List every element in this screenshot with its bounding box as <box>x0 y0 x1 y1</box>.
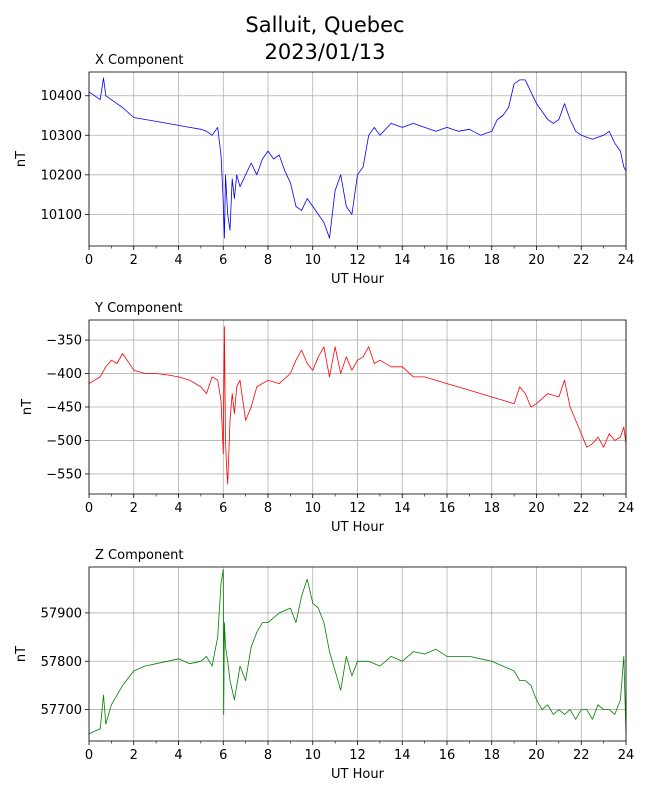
y-x-tick-label: 18 <box>483 501 500 516</box>
x-x-tick-label: 22 <box>573 253 590 268</box>
z-x-tick-label: 6 <box>219 748 227 763</box>
x-x-tick-label: 16 <box>439 253 456 268</box>
z-x-tick-label: 0 <box>85 748 93 763</box>
z-panel-title: Z Component <box>95 548 184 563</box>
z-y-axis-label: nT <box>14 646 29 662</box>
x-component-panel: 0 2 4 6 8 10 12 14 16 18 20 22 241010010200103001040… <box>14 53 634 287</box>
y-y-tick-label: −400 <box>46 367 82 382</box>
y-x-tick-label: 0 <box>85 501 93 516</box>
x-x-tick-label: 0 <box>85 253 93 268</box>
z-y-tick-label: 57900 <box>41 606 82 621</box>
y-y-axis-label: nT <box>20 399 35 415</box>
z-x-tick-label: 18 <box>483 748 500 763</box>
x-x-tick-label: 10 <box>304 253 321 268</box>
z-x-tick-label: 4 <box>174 748 182 763</box>
z-y-tick-label: 57700 <box>41 703 82 718</box>
y-x-tick-label: 24 <box>618 501 635 516</box>
z-series-line <box>88 569 627 735</box>
z-x-tick-label: 2 <box>130 748 138 763</box>
x-x-tick-label: 12 <box>349 253 366 268</box>
x-x-axis-label: UT Hour <box>331 272 385 287</box>
x-series-line <box>88 77 627 239</box>
x-x-tick-label: 14 <box>394 253 411 268</box>
y-x-tick-label: 10 <box>304 501 321 516</box>
y-x-tick-label: 12 <box>349 501 366 516</box>
x-y-tick-label: 10200 <box>41 168 82 183</box>
z-y-tick-label: 57800 <box>41 655 82 670</box>
y-x-tick-label: 2 <box>130 501 138 516</box>
x-x-tick-label: 4 <box>174 253 182 268</box>
z-x-tick-label: 12 <box>349 748 366 763</box>
y-x-tick-label: 4 <box>174 501 182 516</box>
y-series-line <box>88 326 627 485</box>
z-x-tick-label: 16 <box>439 748 456 763</box>
x-x-tick-label: 8 <box>264 253 272 268</box>
y-component-panel: 0 2 4 6 8 10 12 14 16 18 20 22 24−350−400−450−500−55… <box>20 301 634 535</box>
y-y-tick-label: −350 <box>46 334 82 349</box>
z-x-tick-label: 22 <box>573 748 590 763</box>
z-x-tick-label: 20 <box>528 748 545 763</box>
x-y-tick-label: 10300 <box>41 129 82 144</box>
y-panel-title: Y Component <box>94 301 183 316</box>
y-y-tick-label: −550 <box>46 467 82 482</box>
x-x-tick-label: 20 <box>528 253 545 268</box>
x-y-axis-label: nT <box>14 151 29 167</box>
z-x-tick-label: 10 <box>304 748 321 763</box>
y-x-tick-label: 20 <box>528 501 545 516</box>
x-y-tick-label: 10400 <box>41 89 82 104</box>
z-x-tick-label: 14 <box>394 748 411 763</box>
x-x-tick-label: 6 <box>219 253 227 268</box>
y-x-tick-label: 16 <box>439 501 456 516</box>
y-x-tick-label: 6 <box>219 501 227 516</box>
x-x-tick-label: 24 <box>618 253 635 268</box>
z-x-tick-label: 24 <box>618 748 635 763</box>
x-x-tick-label: 18 <box>483 253 500 268</box>
y-y-tick-label: −450 <box>46 401 82 416</box>
x-y-tick-label: 10100 <box>41 208 82 223</box>
figure-title: Salluit, Quebec <box>245 13 405 37</box>
y-x-tick-label: 8 <box>264 501 272 516</box>
z-x-tick-label: 8 <box>264 748 272 763</box>
x-panel-title: X Component <box>95 53 184 68</box>
figure-date: 2023/01/13 <box>264 40 386 64</box>
y-y-tick-label: −500 <box>46 434 82 449</box>
z-x-axis-label: UT Hour <box>331 767 385 782</box>
y-x-tick-label: 22 <box>573 501 590 516</box>
x-x-tick-label: 2 <box>130 253 138 268</box>
y-x-tick-label: 14 <box>394 501 411 516</box>
y-x-axis-label: UT Hour <box>331 520 385 535</box>
